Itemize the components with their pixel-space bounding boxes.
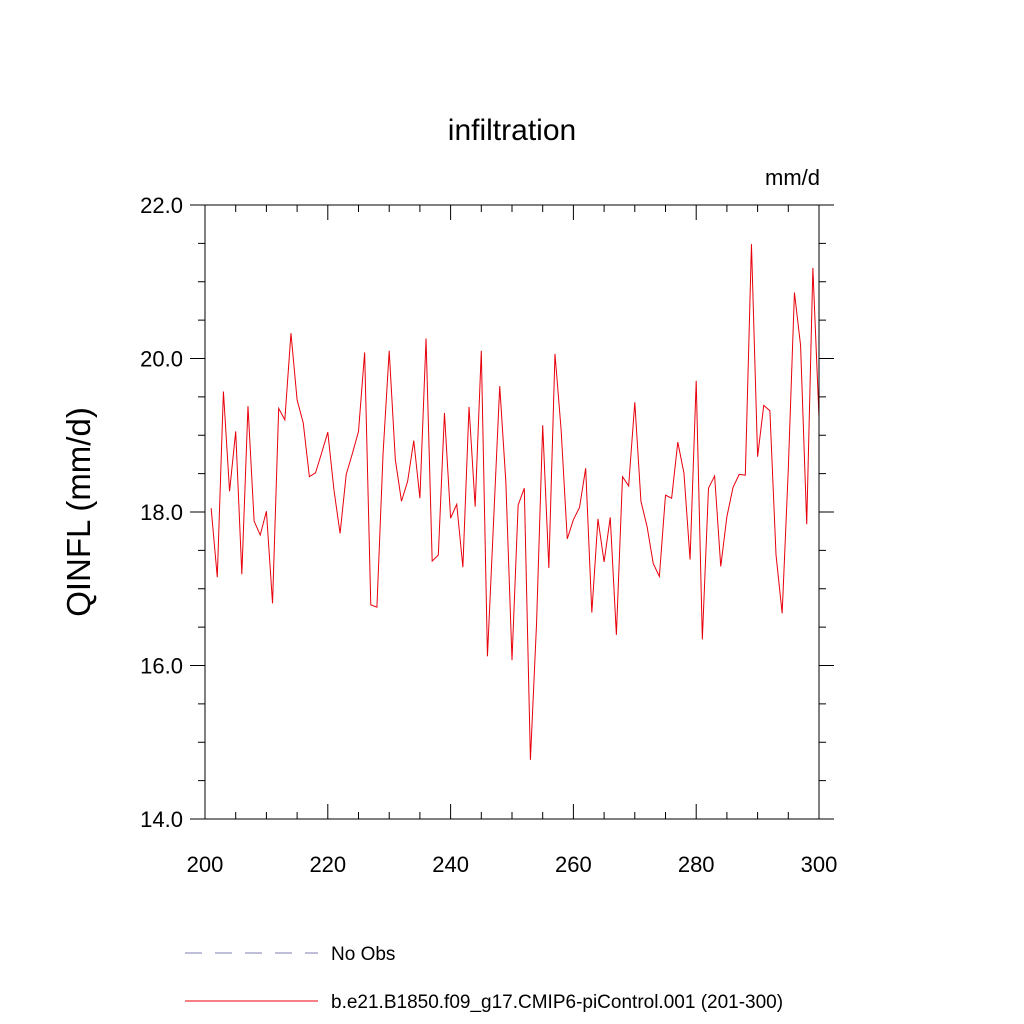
y-tick-label: 16.0 — [140, 654, 183, 679]
x-tick-label: 280 — [678, 852, 715, 877]
plot-frame — [204, 204, 820, 820]
y-tick-label: 14.0 — [140, 807, 183, 832]
legend-label: No Obs — [331, 944, 395, 965]
x-tick-label: 260 — [555, 852, 592, 877]
y-tick-label: 18.0 — [140, 500, 183, 525]
chart-title: infiltration — [448, 114, 576, 147]
data-series — [210, 244, 820, 760]
y-tick-label: 20.0 — [140, 347, 183, 372]
legend: No Obs b.e21.B1850.f09_g17.CMIP6-piContro… — [185, 944, 783, 1013]
axis-ticks: 200 220 240 260 280 300 14.0 16.0 18.0 20.0 22.0 — [140, 193, 837, 877]
x-tick-label: 220 — [309, 852, 346, 877]
legend-label: b.e21.B1850.f09_g17.CMIP6-piControl.001 … — [331, 992, 783, 1013]
x-tick-label: 240 — [432, 852, 469, 877]
y-axis-label: QINFL (mm/d) — [60, 407, 97, 617]
units-label: mm/d — [765, 165, 820, 190]
y-tick-label: 22.0 — [140, 193, 183, 218]
x-tick-label: 200 — [187, 852, 224, 877]
x-tick-label: 300 — [801, 852, 838, 877]
series-line — [210, 244, 820, 760]
